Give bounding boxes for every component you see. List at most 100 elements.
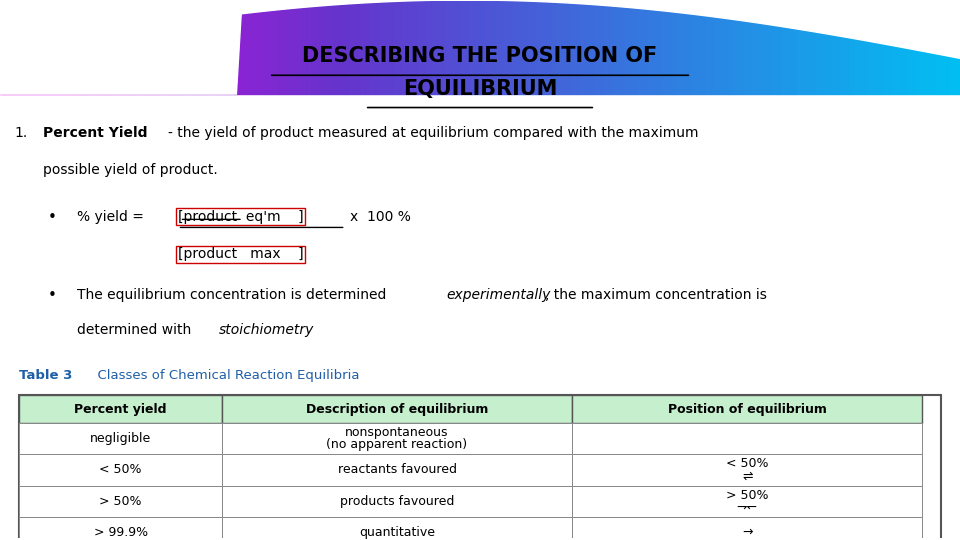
Bar bbox=[898, 0, 902, 94]
Bar bbox=[379, 0, 384, 94]
Bar bbox=[499, 0, 504, 94]
Bar bbox=[874, 0, 878, 94]
Bar bbox=[802, 0, 806, 94]
Bar bbox=[34, 0, 38, 94]
Text: ⇁↽: ⇁↽ bbox=[736, 501, 757, 514]
Bar bbox=[264, 0, 269, 94]
Bar bbox=[38, 0, 43, 94]
Bar bbox=[53, 0, 58, 94]
Bar bbox=[43, 0, 48, 94]
Text: 1.: 1. bbox=[14, 126, 28, 140]
Bar bbox=[816, 0, 821, 94]
Text: →: → bbox=[742, 526, 753, 539]
Bar bbox=[490, 0, 494, 94]
Bar bbox=[850, 0, 854, 94]
Bar bbox=[590, 0, 595, 94]
Bar bbox=[686, 0, 691, 94]
Text: > 99.9%: > 99.9% bbox=[93, 526, 148, 539]
Bar bbox=[797, 0, 802, 94]
Bar bbox=[610, 0, 614, 94]
Text: Position of equilibrium: Position of equilibrium bbox=[668, 403, 827, 416]
Bar bbox=[19, 395, 222, 423]
Bar bbox=[389, 0, 394, 94]
Bar bbox=[826, 0, 830, 94]
Bar bbox=[120, 0, 125, 94]
Bar bbox=[538, 0, 542, 94]
Bar bbox=[883, 0, 888, 94]
Bar bbox=[557, 0, 562, 94]
Text: The equilibrium concentration is determined: The equilibrium concentration is determi… bbox=[77, 288, 391, 302]
Bar bbox=[317, 0, 322, 94]
Bar bbox=[754, 0, 758, 94]
Text: Table 3: Table 3 bbox=[19, 369, 73, 382]
Bar bbox=[552, 0, 557, 94]
Bar bbox=[878, 0, 883, 94]
Text: •: • bbox=[48, 288, 57, 302]
Bar bbox=[605, 0, 610, 94]
Bar bbox=[139, 0, 144, 94]
Bar bbox=[787, 0, 792, 94]
Bar bbox=[58, 0, 62, 94]
Bar bbox=[946, 0, 950, 94]
Text: experimentally: experimentally bbox=[446, 288, 551, 302]
Bar bbox=[931, 0, 936, 94]
Bar bbox=[504, 0, 509, 94]
Bar bbox=[523, 0, 528, 94]
Bar bbox=[173, 0, 178, 94]
Bar bbox=[278, 0, 283, 94]
Bar bbox=[413, 0, 418, 94]
Bar bbox=[211, 0, 216, 94]
Bar bbox=[792, 0, 797, 94]
Text: DESCRIBING THE POSITION OF: DESCRIBING THE POSITION OF bbox=[302, 46, 658, 66]
Bar bbox=[821, 0, 826, 94]
Bar bbox=[125, 0, 130, 94]
Bar bbox=[422, 0, 427, 94]
Bar bbox=[494, 0, 499, 94]
Bar bbox=[941, 0, 946, 94]
Bar bbox=[572, 454, 923, 485]
Bar bbox=[677, 0, 682, 94]
Bar bbox=[518, 0, 523, 94]
Bar bbox=[437, 0, 442, 94]
Bar bbox=[269, 0, 274, 94]
Bar bbox=[341, 0, 346, 94]
Bar bbox=[403, 0, 408, 94]
Bar bbox=[509, 0, 514, 94]
Bar bbox=[840, 0, 845, 94]
Text: (no apparent reaction): (no apparent reaction) bbox=[326, 438, 468, 451]
Bar bbox=[62, 0, 67, 94]
Bar bbox=[101, 0, 106, 94]
Text: reactants favoured: reactants favoured bbox=[338, 463, 457, 476]
Text: Classes of Chemical Reaction Equilibria: Classes of Chemical Reaction Equilibria bbox=[89, 369, 360, 382]
Bar bbox=[869, 0, 874, 94]
Polygon shape bbox=[0, 0, 960, 94]
Bar bbox=[19, 395, 941, 540]
Bar bbox=[720, 0, 725, 94]
Bar bbox=[19, 517, 222, 540]
Bar bbox=[758, 0, 763, 94]
Text: - the yield of product measured at equilibrium compared with the maximum: - the yield of product measured at equil… bbox=[168, 126, 699, 140]
Bar bbox=[773, 0, 778, 94]
Bar bbox=[470, 0, 475, 94]
Bar bbox=[197, 0, 202, 94]
Text: < 50%: < 50% bbox=[726, 457, 769, 470]
Bar bbox=[893, 0, 898, 94]
Bar bbox=[24, 0, 29, 94]
Text: % yield =: % yield = bbox=[77, 210, 148, 224]
Bar bbox=[600, 0, 605, 94]
Bar bbox=[86, 0, 91, 94]
Text: x  100 %: x 100 % bbox=[350, 210, 411, 224]
Bar bbox=[533, 0, 538, 94]
Bar bbox=[365, 0, 370, 94]
Text: possible yield of product.: possible yield of product. bbox=[43, 163, 218, 177]
Bar bbox=[144, 0, 149, 94]
Bar bbox=[888, 0, 893, 94]
Text: [product   max    ]: [product max ] bbox=[178, 247, 303, 261]
Bar bbox=[110, 0, 115, 94]
Bar bbox=[638, 0, 643, 94]
Bar bbox=[859, 0, 864, 94]
Bar bbox=[442, 0, 446, 94]
Bar bbox=[917, 0, 922, 94]
Bar bbox=[667, 0, 672, 94]
Bar bbox=[346, 0, 350, 94]
